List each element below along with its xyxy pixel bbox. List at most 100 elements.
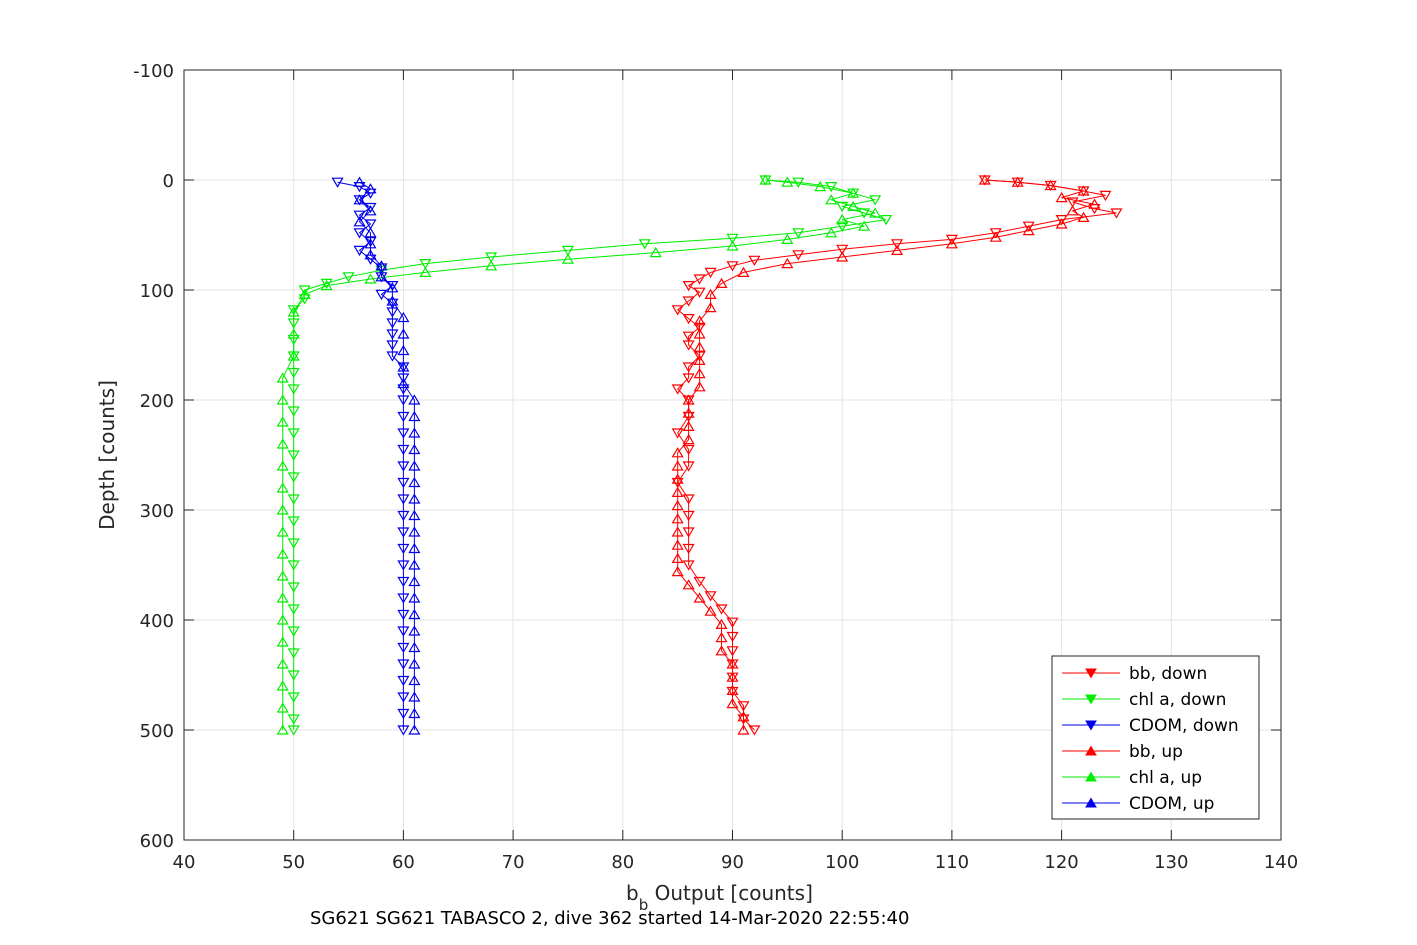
data-point (408, 443, 421, 455)
data-point (408, 476, 421, 488)
data-point (825, 227, 838, 238)
series-3 (671, 174, 1101, 735)
data-point (1088, 198, 1101, 209)
data-point (726, 617, 739, 628)
data-point (331, 177, 344, 188)
data-point (671, 486, 684, 497)
data-point (408, 542, 421, 554)
data-point (353, 245, 366, 257)
data-point (836, 251, 849, 262)
data-point (715, 645, 728, 656)
data-point (408, 674, 421, 686)
data-point (408, 608, 421, 620)
data-point (397, 377, 410, 389)
data-point (364, 183, 377, 194)
data-point (298, 285, 311, 296)
data-point (726, 631, 739, 643)
data-point (671, 305, 684, 316)
data-point (397, 675, 410, 687)
y-tick-label: -100 (133, 61, 174, 82)
data-point (693, 576, 706, 588)
data-point (682, 314, 695, 325)
x-tick-label: 100 (825, 852, 859, 873)
series-line (282, 179, 876, 730)
data-point (737, 701, 750, 712)
data-point (287, 472, 300, 483)
data-point (353, 228, 366, 239)
x-tick-label: 80 (611, 852, 634, 873)
data-point (682, 420, 695, 431)
data-point (1022, 224, 1035, 236)
x-tick-label: 40 (173, 852, 196, 873)
data-point (792, 177, 805, 188)
data-point (386, 351, 399, 362)
data-point (287, 538, 300, 549)
data-point (397, 344, 410, 356)
data-point (682, 510, 695, 522)
data-point (375, 289, 388, 301)
data-point (386, 307, 399, 318)
data-point (287, 648, 300, 659)
data-point (408, 625, 421, 636)
data-point (353, 210, 366, 221)
data-point (419, 259, 432, 270)
data-point (408, 724, 421, 735)
data-point (726, 233, 739, 244)
data-point (287, 725, 300, 736)
data-point (638, 239, 651, 250)
data-point (397, 576, 410, 588)
data-point (726, 658, 739, 669)
legend-box (1051, 655, 1260, 820)
chart-caption: SG621 SG621 TABASCO 2, dive 362 started … (310, 908, 909, 929)
data-point (682, 494, 695, 505)
data-point (386, 318, 399, 329)
data-point (945, 234, 958, 246)
data-point (858, 220, 871, 231)
data-point (276, 372, 289, 383)
data-point (397, 384, 410, 395)
x-tick-label: 50 (282, 852, 305, 873)
y-axis-label: Depth [counts] (95, 380, 119, 530)
data-point (353, 216, 366, 227)
data-point (287, 494, 300, 505)
data-point (386, 329, 399, 340)
legend-swatch-marker (1085, 745, 1097, 756)
data-point (287, 670, 300, 681)
data-point (276, 460, 289, 471)
data-point (397, 527, 410, 538)
data-point (408, 691, 421, 702)
data-point (726, 697, 739, 709)
data-point (397, 543, 410, 555)
data-point (408, 641, 421, 653)
data-point (276, 482, 289, 493)
data-point (704, 591, 717, 602)
data-point (408, 526, 421, 537)
data-point (287, 350, 300, 361)
data-point (945, 238, 958, 249)
data-point (1055, 215, 1068, 226)
data-point (364, 219, 377, 230)
data-point (671, 565, 684, 577)
legend-swatch-marker (1085, 797, 1097, 808)
x-tick-label: 90 (721, 852, 744, 873)
legend-label: chl a, up (1129, 768, 1202, 788)
data-point (276, 724, 289, 735)
data-point (408, 509, 421, 521)
data-point (397, 593, 410, 604)
data-point (364, 227, 377, 238)
y-tick-label: 500 (140, 721, 174, 742)
data-point (1044, 179, 1057, 191)
data-point (682, 331, 695, 342)
data-point (276, 614, 289, 625)
data-point (748, 255, 761, 266)
data-point (726, 240, 739, 251)
data-point (671, 428, 684, 439)
data-point (408, 493, 421, 504)
data-point (671, 552, 684, 563)
data-point (671, 384, 684, 395)
data-point (276, 570, 289, 581)
data-point (397, 494, 410, 505)
data-point (408, 575, 421, 587)
data-point (276, 394, 289, 405)
